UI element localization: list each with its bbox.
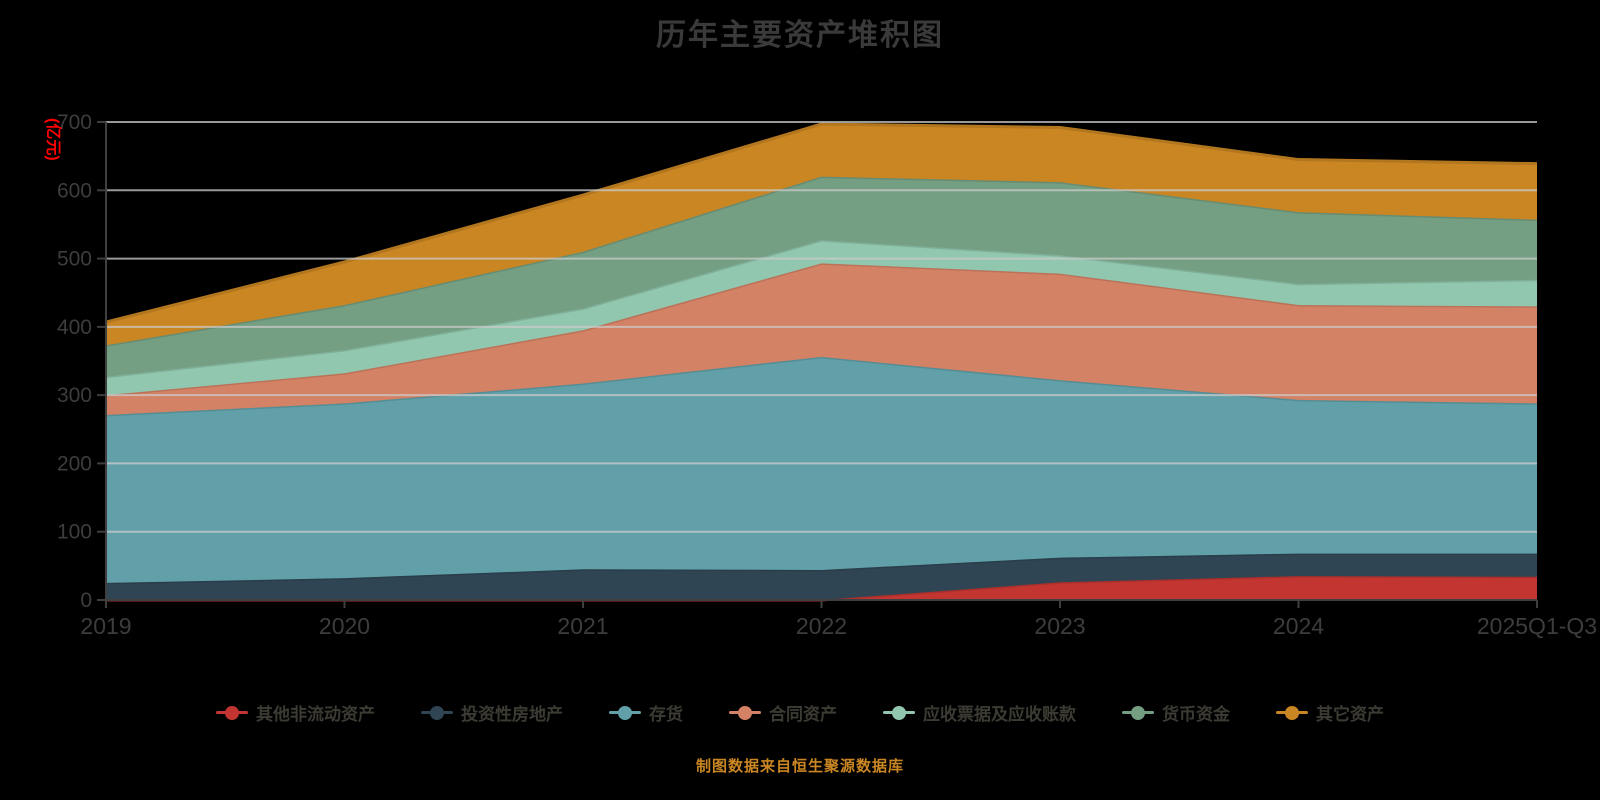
- legend-label: 合同资产: [769, 705, 837, 724]
- legend-label: 投资性房地产: [461, 705, 563, 724]
- legend-line-dot-icon: [1276, 705, 1308, 720]
- legend-item-合同资产[interactable]: 合同资产: [729, 700, 837, 725]
- legend-label: 货币资金: [1162, 705, 1230, 724]
- legend-dot: [618, 705, 632, 720]
- x-axis-tick-label-2019: 2019: [80, 613, 131, 639]
- x-axis-tick-label-2025Q1-Q3: 2025Q1-Q3: [1477, 613, 1597, 639]
- y-axis-tick-label-300: 300: [57, 384, 92, 407]
- legend-dot: [225, 705, 239, 720]
- stacked-area-plot: 0 100 200 300 400 500 600 700(亿元) 2019 2020 2021 20…: [44, 111, 1597, 639]
- legend-label: 其他非流动资产: [256, 705, 375, 724]
- y-axis-tick-label-100: 100: [57, 521, 92, 544]
- legend-line-dot-icon: [609, 705, 641, 720]
- legend-line-dot-icon: [421, 705, 453, 720]
- legend-label: 存货: [649, 705, 683, 724]
- line-series-6-其它资产: [105, 122, 1538, 324]
- x-axis-tick-label-2021: 2021: [557, 613, 608, 639]
- y-axis-tick-label-500: 500: [57, 248, 92, 271]
- y-axis-tick-label-200: 200: [57, 452, 92, 475]
- y-axis-tick-label-700: 700: [57, 111, 92, 134]
- chart-title: 历年主要资产堆积图: [656, 19, 944, 52]
- x-axis-tick-label-2020: 2020: [319, 613, 370, 639]
- legend-item-货币资金[interactable]: 货币资金: [1122, 700, 1230, 725]
- x-axis-tick-label-2022: 2022: [796, 613, 847, 639]
- footer-note: 制图数据来自恒生聚源数据库: [695, 758, 904, 775]
- legend-item-其它资产[interactable]: 其它资产: [1276, 700, 1384, 725]
- area-series-0-其他非流动资产: [106, 576, 1537, 600]
- legend-line-dot-icon: [729, 705, 761, 720]
- legend-label: 其它资产: [1316, 705, 1384, 724]
- legend-label: 应收票据及应收账款: [923, 705, 1076, 724]
- x-axis-tick-label-2023: 2023: [1034, 613, 1085, 639]
- legend-dot: [1285, 705, 1299, 720]
- legend-dot: [892, 705, 906, 720]
- area-series-4-应收票据及应收账款: [106, 240, 1537, 396]
- legend-item-投资性房地产[interactable]: 投资性房地产: [421, 700, 563, 725]
- legend-item-其他非流动资产[interactable]: 其他非流动资产: [216, 700, 375, 725]
- area-series-2-存货: [106, 356, 1537, 583]
- legend-dot: [430, 705, 444, 720]
- legend-dot: [1131, 705, 1145, 720]
- area-series-6-其它资产: [106, 124, 1537, 346]
- area-series-1-投资性房地产: [106, 553, 1537, 600]
- legend-item-存货[interactable]: 存货: [609, 700, 683, 725]
- y-axis-tick-label-0: 0: [80, 589, 92, 612]
- legend-line-dot-icon: [1122, 705, 1154, 720]
- legend: 其他非流动资产 投资性房地产 存货 合同资产 应收票据及应收账款 货币资金 其它资产: [0, 700, 1600, 725]
- legend-item-应收票据及应收账款[interactable]: 应收票据及应收账款: [883, 700, 1076, 725]
- y-axis-tick-label-400: 400: [57, 316, 92, 339]
- legend-line-dot-icon: [216, 705, 248, 720]
- legend-dot: [738, 705, 752, 720]
- legend-line-dot-icon: [883, 705, 915, 720]
- area-series-3-合同资产: [106, 263, 1537, 415]
- y-axis-name: (亿元): [44, 118, 63, 161]
- y-axis-tick-label-600: 600: [57, 179, 92, 202]
- x-axis-tick-label-2024: 2024: [1273, 613, 1324, 639]
